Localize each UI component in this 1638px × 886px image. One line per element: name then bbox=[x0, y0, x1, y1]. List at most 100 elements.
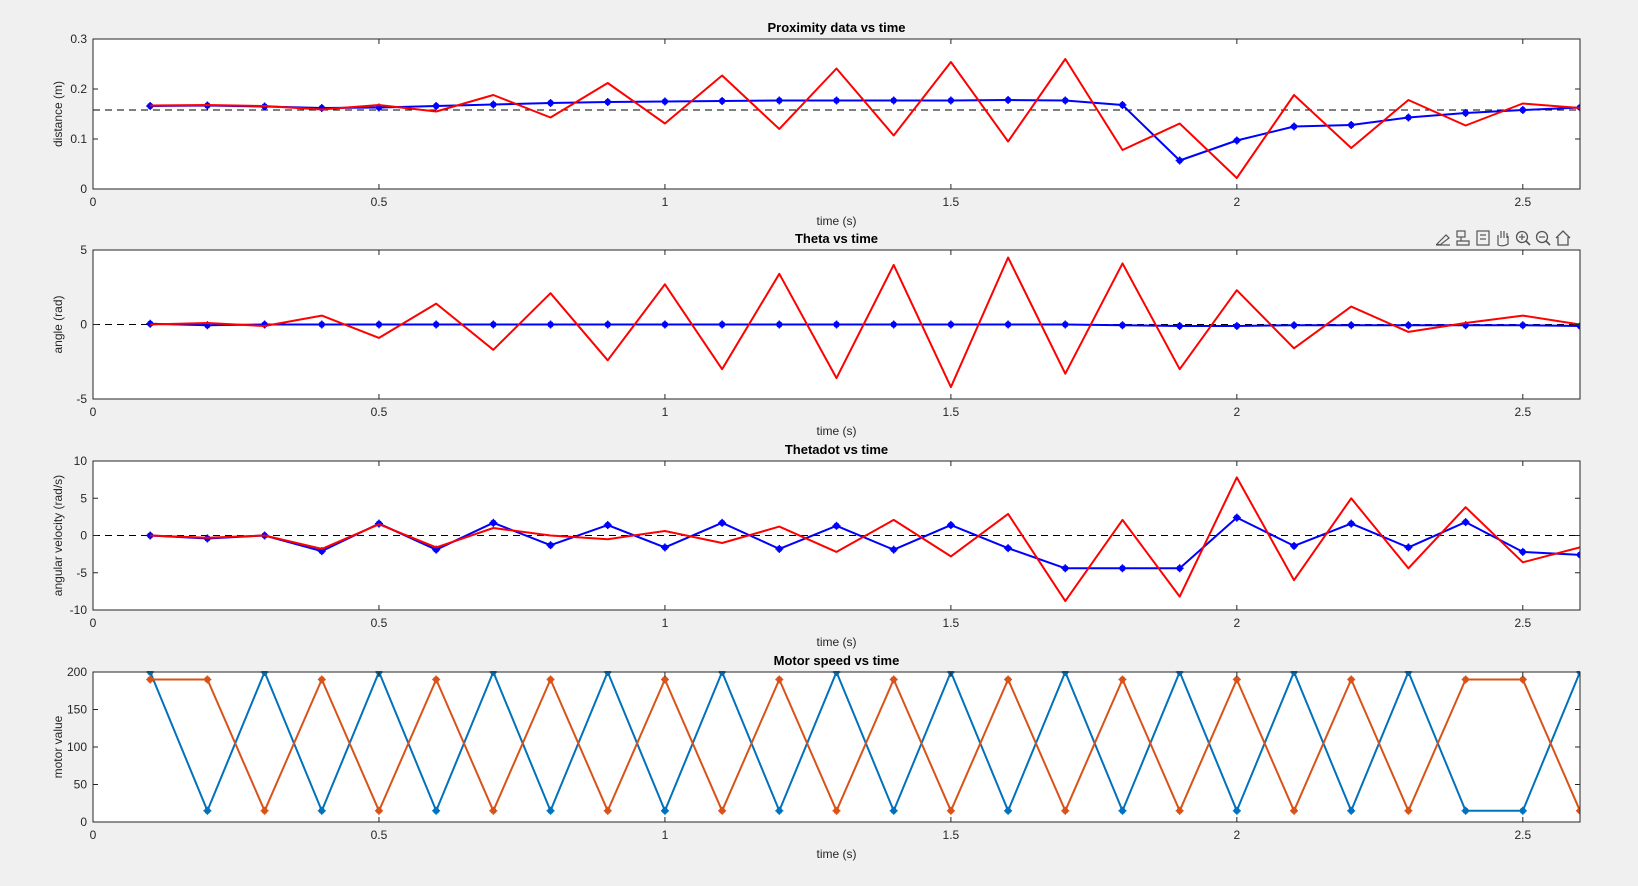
series-1-point bbox=[1118, 564, 1127, 573]
restore-view-icon[interactable] bbox=[1474, 229, 1492, 247]
series-1-point bbox=[1175, 156, 1184, 165]
series-1-point bbox=[889, 320, 898, 329]
series-1-point bbox=[1404, 321, 1413, 330]
y-axis-label: motor value bbox=[51, 715, 65, 778]
series-1-point bbox=[1518, 106, 1527, 114]
y-tick-label: 150 bbox=[67, 703, 87, 717]
series-1-point bbox=[1347, 121, 1356, 129]
series-2-line bbox=[150, 476, 1580, 603]
x-tick-label: 1 bbox=[662, 405, 669, 419]
series-2-point bbox=[1175, 806, 1184, 815]
x-tick-label: 0 bbox=[90, 828, 97, 842]
y-tick-label: 0 bbox=[80, 182, 87, 196]
series-2-point bbox=[1461, 675, 1470, 684]
series-1-point bbox=[946, 320, 955, 329]
x-tick-label: 1 bbox=[662, 195, 669, 209]
y-tick-label: 10 bbox=[74, 454, 88, 468]
series-1-point bbox=[1290, 321, 1299, 330]
pan-hand-icon[interactable] bbox=[1494, 229, 1512, 247]
series-1-point bbox=[1232, 136, 1241, 145]
y-tick-label: 100 bbox=[67, 740, 87, 754]
series-2-point bbox=[889, 675, 898, 684]
series-1-point bbox=[1461, 518, 1470, 527]
series-1-point bbox=[1347, 806, 1356, 815]
series-1-point bbox=[889, 545, 898, 554]
series-2-point bbox=[832, 806, 841, 815]
y-tick-label: 0.2 bbox=[70, 82, 87, 96]
home-icon[interactable] bbox=[1554, 229, 1572, 247]
series-1-point bbox=[1518, 547, 1527, 556]
series-1-point bbox=[1290, 122, 1299, 131]
y-tick-label: 0 bbox=[80, 318, 87, 332]
series-2-point bbox=[775, 675, 784, 684]
series-1-point bbox=[1004, 544, 1013, 553]
x-tick-label: 2.5 bbox=[1514, 616, 1531, 630]
series-2-line bbox=[150, 58, 1580, 179]
x-tick-label: 1 bbox=[662, 828, 669, 842]
series-1-point bbox=[1232, 321, 1241, 330]
y-tick-label: 0 bbox=[80, 815, 87, 829]
subplot-4: 0 0.5 1 1.5 2 2.5 0 50 100 150 200 Motor speed vs t… bbox=[51, 653, 1581, 861]
x-tick-label: 1.5 bbox=[943, 405, 960, 419]
series-2-point bbox=[489, 806, 498, 815]
series-1-point bbox=[1461, 806, 1470, 815]
series-1-point bbox=[718, 97, 727, 105]
x-axis-label: time (s) bbox=[817, 424, 857, 438]
series-1-point bbox=[718, 518, 727, 527]
x-tick-label: 2 bbox=[1234, 828, 1241, 842]
series-1-point bbox=[889, 806, 898, 815]
datatip-icon[interactable] bbox=[1454, 229, 1472, 247]
chart-title: Proximity data vs time bbox=[768, 20, 906, 35]
plot-content bbox=[93, 58, 1580, 179]
series-1-line bbox=[149, 671, 1580, 812]
series-1-line bbox=[150, 322, 1580, 327]
series-1-point bbox=[832, 96, 841, 105]
series-1-point bbox=[660, 320, 669, 329]
series-1-point bbox=[946, 521, 955, 530]
series-1-point bbox=[1061, 564, 1070, 573]
y-tick-label: 5 bbox=[80, 491, 87, 505]
x-tick-label: 2 bbox=[1234, 195, 1241, 209]
series-1-point bbox=[432, 102, 441, 110]
series-1-point bbox=[1290, 541, 1299, 550]
y-tick-label: 0.3 bbox=[70, 32, 87, 46]
y-tick-label: 50 bbox=[74, 778, 88, 792]
y-tick-label: 5 bbox=[80, 243, 87, 257]
series-1-point bbox=[775, 320, 784, 329]
x-tick-label: 1.5 bbox=[943, 828, 960, 842]
brush-icon[interactable] bbox=[1434, 229, 1452, 247]
y-tick-label: 0 bbox=[80, 529, 87, 543]
series-1-point bbox=[1061, 320, 1070, 329]
zoom-out-icon[interactable] bbox=[1534, 229, 1552, 247]
x-tick-label: 0 bbox=[90, 405, 97, 419]
series-2-point bbox=[203, 675, 212, 684]
series-1-point bbox=[1004, 806, 1013, 815]
series-2-point bbox=[146, 675, 155, 684]
zoom-in-icon[interactable] bbox=[1514, 229, 1532, 247]
series-2-point bbox=[374, 806, 383, 815]
y-tick-label: 200 bbox=[67, 665, 87, 679]
y-axis-label: angular velocity (rad/s) bbox=[51, 475, 65, 596]
series-1-point bbox=[1404, 543, 1413, 552]
x-tick-label: 0.5 bbox=[371, 616, 388, 630]
x-axis-label: time (s) bbox=[817, 635, 857, 649]
series-1-point bbox=[775, 806, 784, 815]
series-1-point bbox=[660, 806, 669, 815]
chart-title: Motor speed vs time bbox=[774, 653, 900, 668]
series-2-line bbox=[150, 678, 1580, 812]
series-2-point bbox=[317, 675, 326, 684]
series-1-point bbox=[718, 320, 727, 329]
series-1-point bbox=[1461, 109, 1470, 117]
series-1-point bbox=[660, 97, 669, 106]
series-1-point bbox=[603, 521, 612, 530]
x-tick-label: 1.5 bbox=[943, 616, 960, 630]
series-1-point bbox=[432, 320, 441, 329]
x-axis-label: time (s) bbox=[817, 214, 857, 228]
series-2-point bbox=[603, 806, 612, 815]
series-2-point bbox=[1290, 806, 1299, 815]
series-2-point bbox=[1576, 806, 1580, 815]
y-axis-label: angle (rad) bbox=[51, 295, 65, 353]
x-tick-label: 2.5 bbox=[1514, 405, 1531, 419]
y-tick-label: -5 bbox=[76, 392, 87, 406]
